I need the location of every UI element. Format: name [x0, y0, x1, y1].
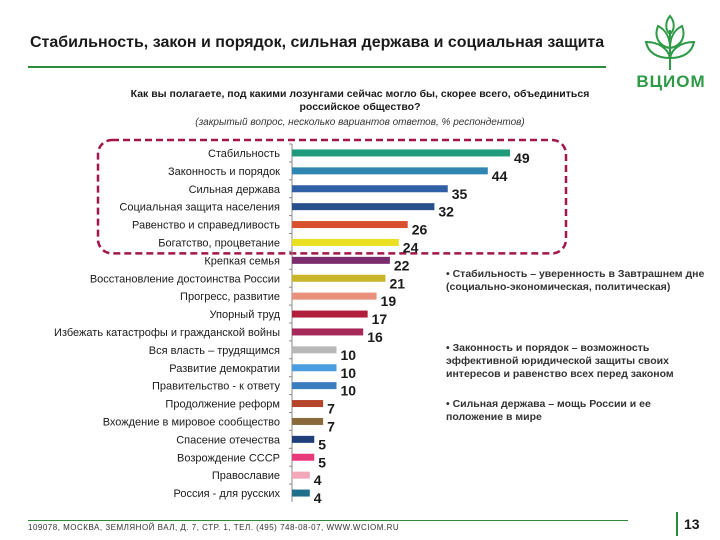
value-label: 44 — [492, 168, 508, 184]
value-label: 7 — [327, 401, 335, 417]
value-label: 35 — [452, 186, 468, 202]
bar — [292, 435, 315, 443]
page-number: 13 — [684, 516, 700, 532]
bar — [292, 203, 435, 211]
bar — [292, 489, 310, 497]
category-label: Спасение отечества — [176, 434, 281, 446]
bar — [292, 292, 377, 300]
bar — [292, 238, 399, 246]
category-label: Прогресс, развитие — [180, 291, 280, 303]
category-label: Восстановление достоинства России — [90, 273, 280, 285]
value-label: 5 — [318, 454, 326, 470]
value-label: 22 — [394, 257, 410, 273]
footer-divider — [28, 520, 628, 521]
value-label: 49 — [514, 150, 530, 166]
wciom-logo-icon — [644, 14, 696, 70]
category-label: Богатство, процветание — [158, 237, 280, 249]
category-label: Православие — [212, 470, 280, 482]
bar — [292, 167, 488, 175]
value-label: 21 — [389, 275, 405, 291]
bar — [292, 274, 386, 282]
value-label: 10 — [341, 347, 357, 363]
category-label: Правительство - к ответу — [152, 381, 281, 393]
category-label: Возрождение СССР — [177, 452, 280, 464]
value-label: 4 — [314, 490, 322, 506]
bullet-strong-state: • Сильная держава – мощь России и ее пол… — [446, 398, 651, 423]
logo-text: ВЦИОМ — [636, 72, 706, 91]
bar — [292, 185, 448, 193]
category-label: Равенство и справедливость — [132, 220, 280, 232]
highlight-frame — [96, 138, 568, 255]
category-label: Россия - для русских — [173, 488, 280, 500]
title-divider — [28, 66, 606, 68]
category-label: Стабильность — [208, 148, 280, 160]
category-label: Избежать катастрофы и гражданской войны — [54, 327, 280, 339]
bullet-stability: • Стабильность – уверенность в Завтрашне… — [446, 268, 705, 293]
value-label: 32 — [438, 204, 454, 220]
value-label: 16 — [367, 329, 383, 345]
bar — [292, 328, 364, 336]
bar — [292, 453, 315, 461]
bar — [292, 149, 511, 157]
category-label: Продолжение реформ — [165, 399, 280, 411]
bar — [292, 346, 337, 354]
category-label: Вхождение в мировое сообщество — [103, 416, 280, 428]
value-label: 4 — [314, 472, 322, 488]
bar — [292, 364, 337, 372]
bar — [292, 471, 310, 479]
bar — [292, 400, 324, 408]
value-label: 26 — [412, 222, 428, 238]
value-label: 17 — [372, 311, 388, 327]
footer-address: 109078, МОСКВА, ЗЕМЛЯНОЙ ВАЛ, Д. 7, СТР.… — [28, 523, 400, 532]
category-label: Социальная защита населения — [119, 202, 280, 214]
category-label: Законность и порядок — [168, 166, 280, 178]
category-label: Развитие демократии — [169, 363, 280, 375]
value-label: 5 — [318, 436, 326, 452]
category-label: Сильная держава — [189, 184, 281, 196]
value-label: 24 — [403, 239, 419, 255]
value-label: 10 — [341, 383, 357, 399]
bullet-law-order: • Законность и порядок – возможность эфф… — [446, 342, 674, 380]
bar — [292, 417, 324, 425]
value-label: 19 — [381, 293, 397, 309]
bar — [292, 256, 390, 264]
category-label: Упорный труд — [210, 309, 281, 321]
page-title: Стабильность, закон и порядок, сильная д… — [30, 34, 605, 51]
bar — [292, 382, 337, 390]
survey-note: (закрытый вопрос, несколько вариантов от… — [195, 117, 525, 128]
value-label: 10 — [341, 365, 357, 381]
page-number-divider — [676, 512, 678, 536]
survey-question: Как вы полагаете, под какими лозунгами с… — [130, 88, 590, 113]
category-label: Вся власть – трудящимся — [149, 345, 280, 357]
value-label: 7 — [327, 418, 335, 434]
bar — [292, 221, 408, 229]
category-label: Крепкая семья — [204, 255, 280, 267]
bar — [292, 310, 368, 318]
